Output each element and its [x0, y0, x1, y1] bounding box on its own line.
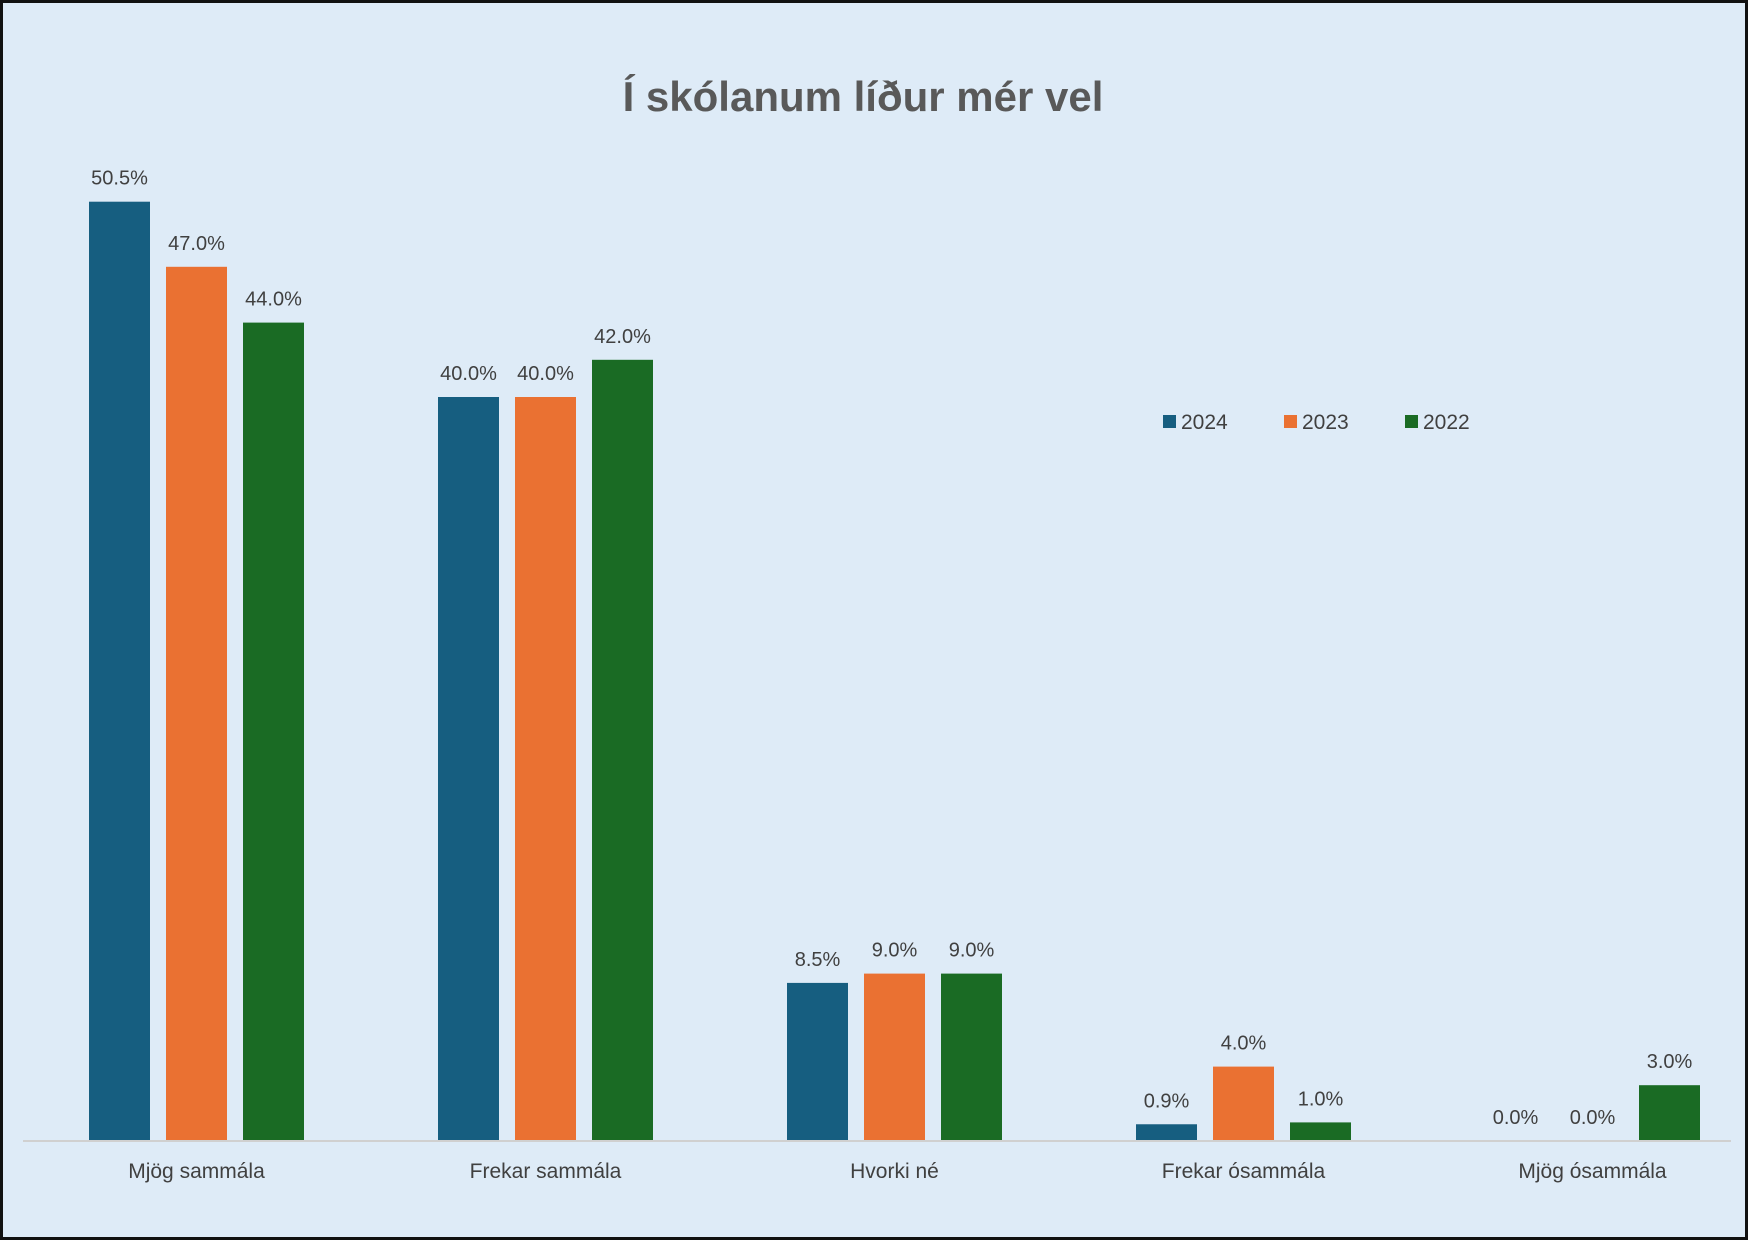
legend-label-2023: 2023: [1302, 411, 1349, 434]
data-label-2023-4: 0.0%: [1570, 1107, 1616, 1129]
x-tick-label-1: Frekar sammála: [470, 1160, 622, 1183]
bar-2024-3: [1136, 1124, 1197, 1141]
data-label-2024-4: 0.0%: [1493, 1107, 1539, 1129]
bar-2022-1: [592, 359, 653, 1141]
bar-2023-3: [1213, 1066, 1274, 1141]
legend-label-2022: 2022: [1423, 411, 1470, 434]
data-label-2022-3: 1.0%: [1298, 1088, 1344, 1110]
bar-2022-3: [1290, 1122, 1351, 1141]
data-label-2023-0: 47.0%: [168, 233, 225, 255]
x-tick-label-3: Frekar ósammála: [1162, 1160, 1326, 1183]
x-tick-label-2: Hvorki né: [850, 1160, 939, 1183]
data-label-2022-0: 44.0%: [245, 289, 302, 311]
bar-2022-4: [1639, 1085, 1700, 1141]
data-label-2022-4: 3.0%: [1647, 1051, 1693, 1073]
legend: 2024 2023 2022: [1163, 411, 1470, 434]
legend-label-2024: 2024: [1181, 411, 1228, 434]
legend-swatch-2022: [1405, 415, 1418, 428]
bar-2023-1: [515, 397, 576, 1141]
data-label-2023-1: 40.0%: [517, 363, 574, 385]
data-label-2023-3: 4.0%: [1221, 1033, 1267, 1055]
data-labels-layer: 50.5% 47.0% 44.0% 40.0% 40.0% 42.0% 8.5% 9.0% 9.…: [91, 168, 1692, 1129]
x-axis-tick-labels: Mjög sammála Frekar sammála Hvorki né Freka…: [128, 1160, 1667, 1183]
x-tick-label-4: Mjög ósammála: [1518, 1160, 1667, 1183]
bars-layer: [89, 201, 1700, 1142]
bar-2023-0: [166, 266, 227, 1141]
data-label-2024-3: 0.9%: [1144, 1090, 1190, 1112]
legend-swatch-2024: [1163, 415, 1176, 428]
bar-chart: Í skólanum líður mér vel 50.5% 47.0% 44.0%…: [23, 73, 1731, 1183]
data-label-2024-2: 8.5%: [795, 949, 841, 971]
data-label-2024-1: 40.0%: [440, 363, 497, 385]
bar-2024-0: [89, 201, 150, 1141]
bar-2024-1: [438, 397, 499, 1141]
data-label-2023-2: 9.0%: [872, 940, 918, 962]
data-label-2024-0: 50.5%: [91, 168, 148, 190]
bar-2023-2: [864, 973, 925, 1141]
data-label-2022-1: 42.0%: [594, 326, 651, 348]
legend-swatch-2023: [1284, 415, 1297, 428]
chart-title: Í skólanum líður mér vel: [623, 73, 1104, 120]
x-tick-label-0: Mjög sammála: [128, 1160, 265, 1183]
bar-2024-2: [787, 982, 848, 1141]
bar-2022-2: [941, 973, 1002, 1141]
data-label-2022-2: 9.0%: [949, 940, 995, 962]
bar-2022-0: [243, 322, 304, 1142]
